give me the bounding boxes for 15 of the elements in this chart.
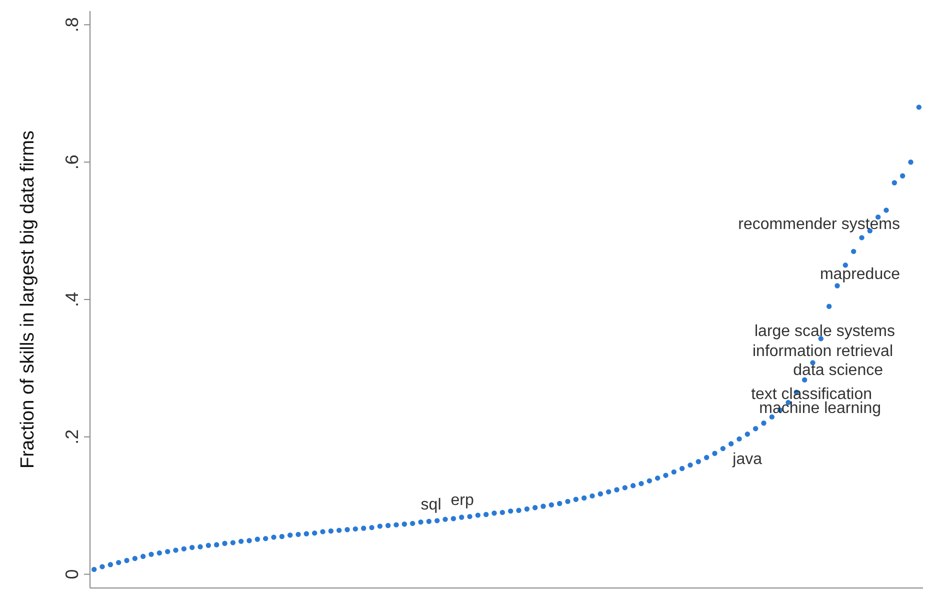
y-tick-label: 0 [62,569,82,580]
annotation: data science [793,362,884,380]
y-tick-label: .8 [62,17,82,32]
annotation: sql [420,496,442,514]
annotation: large scale systems [754,323,895,340]
y-tick-label: .2 [62,429,82,444]
annotation: java [732,451,762,468]
y-axis-title: Fraction of skills in largest big data firms [18,130,39,468]
y-tick-label: .6 [62,154,82,170]
y-tick-label: .4 [62,292,82,308]
annotation: erp [450,492,474,510]
annotation: information retrieval [752,343,893,360]
annotation: mapreduce [820,266,900,284]
annotation: machine learning [759,400,881,418]
annotation: recommender systems [738,216,900,234]
